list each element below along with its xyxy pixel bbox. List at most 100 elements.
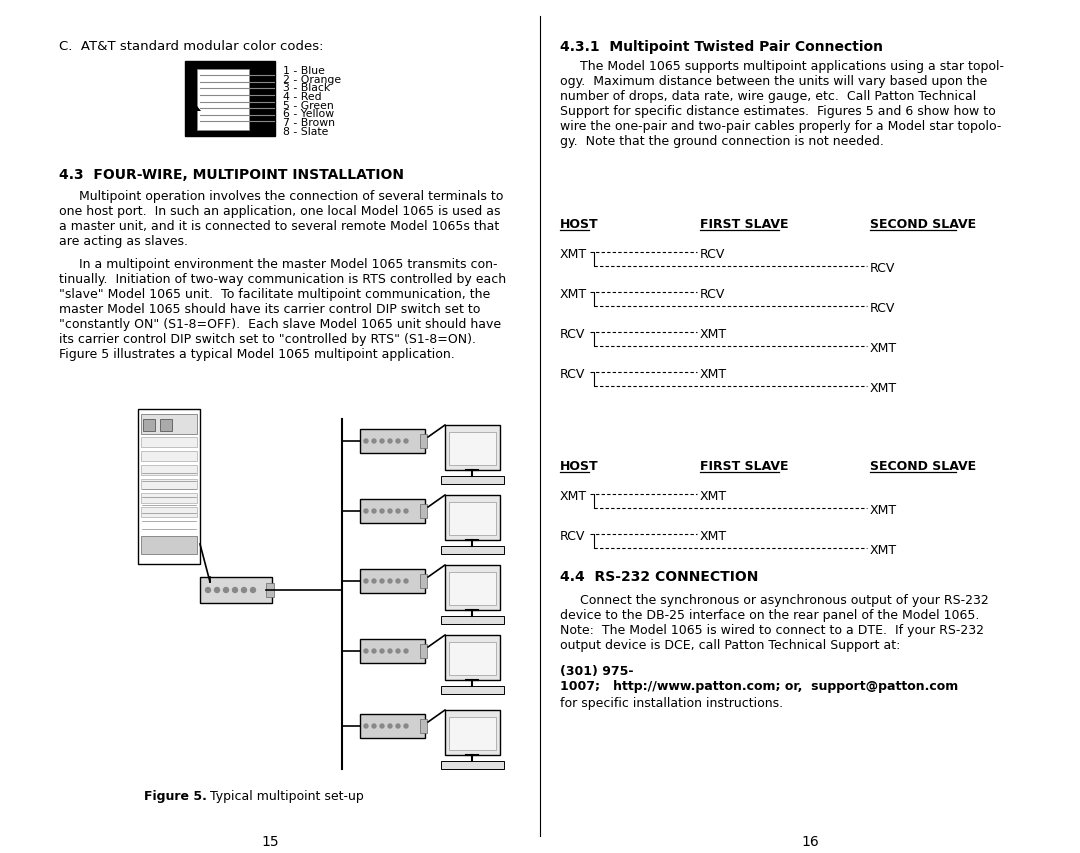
Bar <box>449 572 496 606</box>
Circle shape <box>205 588 211 593</box>
Circle shape <box>388 509 392 514</box>
Circle shape <box>372 439 376 444</box>
Bar <box>197 70 249 131</box>
Text: 1007;   http://www.patton.com; or,  support@patton.com: 1007; http://www.patton.com; or, support… <box>561 679 958 692</box>
Text: 4.3.1  Multipoint Twisted Pair Connection: 4.3.1 Multipoint Twisted Pair Connection <box>561 40 883 54</box>
Text: RCV: RCV <box>561 368 585 380</box>
Bar <box>441 761 504 769</box>
Circle shape <box>388 724 392 728</box>
Text: for specific installation instructions.: for specific installation instructions. <box>561 696 783 709</box>
Text: 16: 16 <box>801 834 819 848</box>
Text: Connect the synchronous or asynchronous output of your RS-232
device to the DB-2: Connect the synchronous or asynchronous … <box>561 594 989 651</box>
Bar <box>445 426 500 471</box>
Text: 7 - Brown: 7 - Brown <box>283 118 335 128</box>
Bar <box>143 420 156 432</box>
Circle shape <box>396 509 400 514</box>
Circle shape <box>372 579 376 583</box>
Bar <box>449 642 496 676</box>
Text: XMT: XMT <box>561 490 588 502</box>
Bar <box>445 711 500 755</box>
Text: 8 - Slate: 8 - Slate <box>283 126 328 136</box>
Bar <box>138 409 200 565</box>
Text: RCV: RCV <box>870 302 895 315</box>
Bar <box>360 430 426 454</box>
Text: 4.3  FOUR-WIRE, MULTIPOINT INSTALLATION: 4.3 FOUR-WIRE, MULTIPOINT INSTALLATION <box>59 168 404 182</box>
Bar <box>141 537 197 554</box>
Text: RCV: RCV <box>561 328 585 340</box>
Bar <box>141 493 197 503</box>
Circle shape <box>396 724 400 728</box>
Circle shape <box>404 439 408 444</box>
Circle shape <box>364 579 368 583</box>
Circle shape <box>380 509 384 514</box>
Circle shape <box>224 588 229 593</box>
Text: 4 - Red: 4 - Red <box>283 92 322 102</box>
Circle shape <box>215 588 219 593</box>
Text: XMT: XMT <box>561 287 588 300</box>
Text: (301) 975-: (301) 975- <box>561 664 634 677</box>
Bar <box>445 496 500 540</box>
Text: XMT: XMT <box>870 381 897 395</box>
Text: Figure 5.: Figure 5. <box>144 789 207 802</box>
Bar <box>160 420 172 432</box>
Circle shape <box>396 649 400 653</box>
Bar <box>441 686 504 694</box>
Circle shape <box>380 579 384 583</box>
Bar <box>449 502 496 536</box>
Text: 2 - Orange: 2 - Orange <box>283 74 341 84</box>
Text: XMT: XMT <box>700 328 727 340</box>
Text: HOST: HOST <box>561 460 598 473</box>
Text: In a multipoint environment the master Model 1065 transmits con-
tinually.  Init: In a multipoint environment the master M… <box>59 258 507 361</box>
Polygon shape <box>259 115 275 136</box>
Bar <box>420 574 427 589</box>
Text: XMT: XMT <box>870 543 897 556</box>
Bar <box>141 508 197 518</box>
Circle shape <box>251 588 256 593</box>
Bar <box>141 438 197 448</box>
Bar <box>141 415 197 434</box>
Text: SECOND SLAVE: SECOND SLAVE <box>870 460 976 473</box>
Text: 4.4  RS-232 CONNECTION: 4.4 RS-232 CONNECTION <box>561 569 758 583</box>
Bar <box>141 479 197 490</box>
Circle shape <box>388 579 392 583</box>
Bar <box>266 583 274 597</box>
Circle shape <box>396 579 400 583</box>
Text: HOST: HOST <box>561 218 598 230</box>
Bar <box>360 499 426 524</box>
Circle shape <box>372 509 376 514</box>
Text: Multipoint operation involves the connection of several terminals to
one host po: Multipoint operation involves the connec… <box>59 189 503 247</box>
Bar <box>420 719 427 733</box>
Bar <box>360 639 426 664</box>
Text: 1 - Blue: 1 - Blue <box>283 66 325 76</box>
Text: Typical multipoint set-up: Typical multipoint set-up <box>202 789 364 802</box>
Text: 5 - Green: 5 - Green <box>283 101 334 111</box>
Bar <box>141 466 197 475</box>
Circle shape <box>380 724 384 728</box>
Bar <box>441 547 504 554</box>
Circle shape <box>388 649 392 653</box>
Text: C.  AT&T standard modular color codes:: C. AT&T standard modular color codes: <box>59 40 324 53</box>
Circle shape <box>404 579 408 583</box>
Text: XMT: XMT <box>561 247 588 261</box>
Text: 6 - Yellow: 6 - Yellow <box>283 109 334 119</box>
Bar <box>449 432 496 466</box>
Circle shape <box>404 724 408 728</box>
Polygon shape <box>185 92 201 112</box>
Circle shape <box>364 509 368 514</box>
Bar <box>441 477 504 485</box>
Bar <box>445 566 500 610</box>
Bar <box>420 434 427 449</box>
Text: XMT: XMT <box>870 341 897 355</box>
Circle shape <box>396 439 400 444</box>
Bar <box>420 504 427 519</box>
Text: RCV: RCV <box>700 247 726 261</box>
Text: FIRST SLAVE: FIRST SLAVE <box>700 218 788 230</box>
Circle shape <box>372 724 376 728</box>
Bar <box>141 451 197 461</box>
Circle shape <box>232 588 238 593</box>
Bar <box>360 714 426 738</box>
Circle shape <box>380 649 384 653</box>
Text: XMT: XMT <box>870 503 897 516</box>
Circle shape <box>404 509 408 514</box>
Bar <box>449 717 496 750</box>
